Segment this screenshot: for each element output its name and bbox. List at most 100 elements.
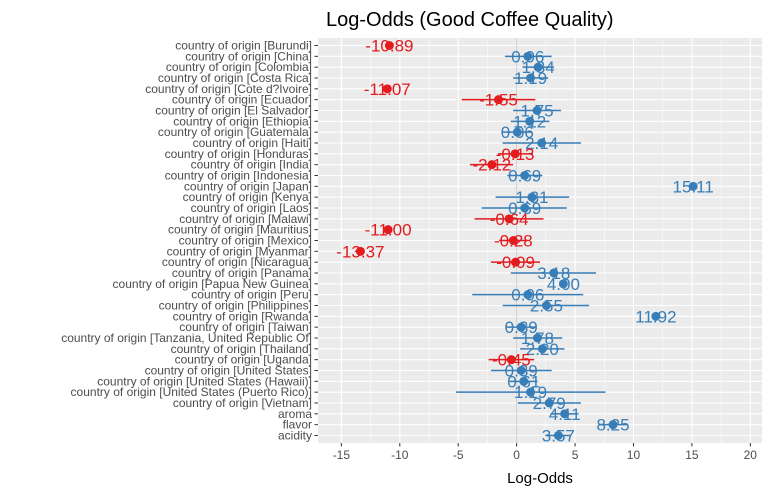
data-label: 1.12 <box>513 112 546 131</box>
estimate-point <box>532 106 542 115</box>
data-label: 2.20 <box>526 340 559 359</box>
estimate-point <box>526 387 536 397</box>
estimate-point <box>533 62 543 72</box>
data-label: 1.84 <box>522 58 555 77</box>
estimate-point <box>541 301 551 310</box>
estimate-point <box>516 366 526 375</box>
term-label: country of origin [Vietnam] <box>173 396 312 410</box>
data-label: 4.00 <box>547 275 580 294</box>
estimate-point <box>382 84 392 94</box>
term-label: country of origin [Taiwan] <box>179 320 312 334</box>
term-label: aroma <box>278 407 312 421</box>
data-label: 0.69 <box>508 167 541 186</box>
data-label: 1.31 <box>515 188 548 207</box>
data-label: 11.92 <box>635 307 676 326</box>
term-label: country of origin [Kenya] <box>183 190 312 204</box>
x-tick-label: 15 <box>685 448 699 462</box>
estimate-point <box>520 171 530 180</box>
data-label: -10.89 <box>365 37 413 56</box>
estimate-point <box>525 116 535 126</box>
term-label: country of origin [Japan] <box>184 179 312 193</box>
data-label: -0.64 <box>490 210 529 229</box>
estimate-point <box>512 127 522 137</box>
estimate-point <box>383 225 393 235</box>
term-label: country of origin [Panama] <box>172 266 312 280</box>
data-label: 0.39 <box>505 362 538 381</box>
data-label: 2.55 <box>530 297 563 316</box>
estimate-point <box>558 279 568 289</box>
term-label: country of origin [Tanzania, United Repu… <box>61 331 312 345</box>
estimate-point <box>537 344 547 354</box>
data-label: 0.06 <box>501 123 534 142</box>
estimate-point <box>494 95 504 105</box>
data-label: 3.57 <box>542 427 575 446</box>
term-label: country of origin [Papua New Guinea] <box>113 277 312 291</box>
term-label: country of origin [Philippines] <box>159 299 312 313</box>
estimate-point <box>508 236 518 245</box>
term-label: country of origin [Cote d?Ivoire] <box>145 82 312 96</box>
term-label: country of origin [Uganda] <box>175 353 312 367</box>
data-label: -11.00 <box>365 221 412 240</box>
term-label: country of origin [Guatemala] <box>158 125 312 139</box>
term-label: country of origin [Rwanda] <box>173 309 312 323</box>
term-label: country of origin [Laos] <box>191 201 312 215</box>
estimate-point <box>537 138 547 148</box>
term-label: country of origin [Ecuador] <box>172 93 312 107</box>
estimate-marks: -10.890.961.841.19-11.07-1.551.751.120.0… <box>336 37 714 446</box>
estimate-point <box>560 409 570 419</box>
data-label: 3.18 <box>537 264 570 283</box>
data-label: -0.13 <box>496 145 535 164</box>
term-label: country of origin [Costa Rica] <box>158 71 312 85</box>
x-tick-label: -5 <box>453 448 464 462</box>
data-label: 2.79 <box>533 394 566 413</box>
term-label: country of origin [Ethiopia] <box>173 114 312 128</box>
term-label: country of origin [Haiti] <box>193 136 312 150</box>
term-label: country of origin [Thailand] <box>171 342 312 356</box>
term-label: country of origin [Peru] <box>191 288 312 302</box>
data-label: 0.96 <box>511 47 544 66</box>
term-label: flavor <box>283 418 312 432</box>
term-labels: country of origin [Burundi] country of or… <box>61 39 318 443</box>
estimate-point <box>511 257 521 267</box>
x-tick-label: -10 <box>391 448 409 462</box>
chart-title: Log-Odds (Good Coffee Quality) <box>326 9 614 31</box>
estimate-point <box>520 203 530 213</box>
data-label: 4.11 <box>549 405 581 424</box>
term-label: country of origin [India] <box>191 158 312 172</box>
term-label: country of origin [United States] <box>145 364 312 378</box>
term-label: country of origin [Myanmar] <box>167 244 312 258</box>
x-tick-labels: -15 -10 -5 0 5 10 15 20 <box>333 443 758 462</box>
term-label: country of origin [Colombia] <box>166 60 312 74</box>
term-label: country of origin [United States (Hawaii… <box>97 374 312 388</box>
estimate-point <box>651 311 661 321</box>
term-label: country of origin [Burundi] <box>175 39 312 53</box>
term-label: country of origin [Honduras] <box>165 147 312 161</box>
data-label: 0.39 <box>505 318 538 337</box>
x-tick-label: 20 <box>744 448 758 462</box>
estimate-point <box>553 431 563 440</box>
data-label: 0.96 <box>511 286 544 305</box>
estimate-point <box>523 51 533 61</box>
estimate-point <box>516 322 526 332</box>
data-label: 0.61 <box>507 372 540 391</box>
estimate-point <box>384 41 394 50</box>
term-label: country of origin [Mauritius] <box>168 223 312 237</box>
estimate-point <box>549 268 559 278</box>
estimate-point <box>527 192 537 202</box>
x-tick-label: 5 <box>572 448 579 462</box>
data-label: -0.28 <box>494 232 533 251</box>
data-label: -0.45 <box>492 351 531 370</box>
data-label: 15.11 <box>673 177 714 196</box>
estimate-point <box>608 420 618 430</box>
estimate-point <box>688 181 698 191</box>
estimate-point <box>544 398 554 408</box>
x-tick-label: 10 <box>627 448 641 462</box>
estimate-point <box>523 290 533 300</box>
term-label: country of origin [United States (Puerto… <box>71 385 312 399</box>
estimate-point <box>510 149 520 159</box>
estimate-point <box>506 355 516 365</box>
term-label: country of origin [Malawi] <box>179 212 312 226</box>
term-label: country of origin [El Salvador] <box>155 104 312 118</box>
data-label: -1.55 <box>479 91 518 110</box>
